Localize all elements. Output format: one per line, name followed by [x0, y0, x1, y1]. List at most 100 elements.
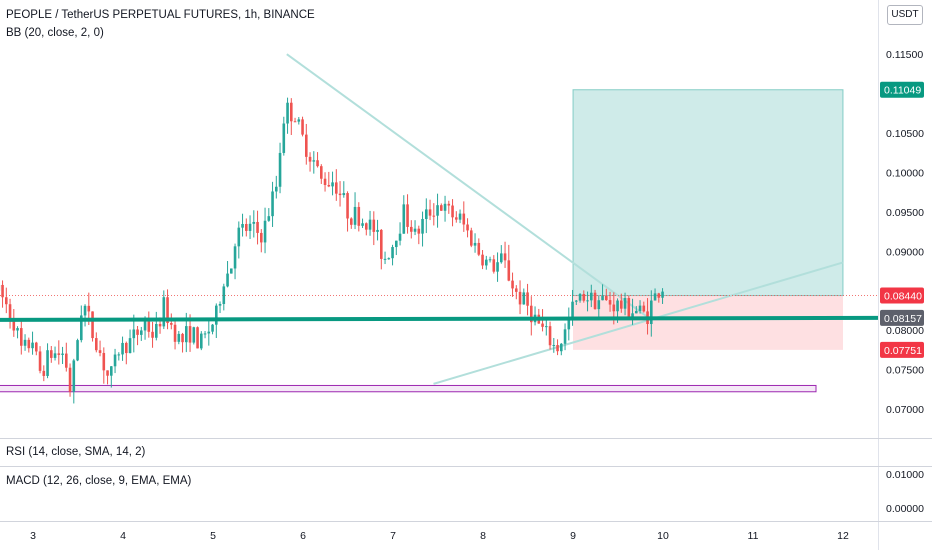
- candle-body: [98, 350, 102, 353]
- candle-body: [91, 311, 94, 339]
- currency-button[interactable]: USDT: [887, 5, 923, 25]
- candle-body: [391, 247, 394, 259]
- price-axis-tick: 0.10500: [886, 128, 924, 140]
- candle-body: [12, 318, 16, 331]
- time-axis-tick: 11: [748, 530, 759, 542]
- price-axis-tick: 0.07500: [886, 365, 924, 377]
- candle-body: [286, 102, 289, 124]
- candle-body: [605, 295, 608, 301]
- time-axis-tick: 12: [837, 530, 849, 542]
- candle-body: [106, 370, 109, 376]
- candle-body: [293, 121, 297, 123]
- candle-body: [346, 193, 349, 219]
- candle-body: [526, 292, 529, 306]
- candle-body: [593, 292, 597, 310]
- candle-body: [177, 333, 181, 342]
- candle-body: [571, 301, 574, 319]
- candle-body: [23, 339, 27, 346]
- candle-body: [443, 203, 447, 211]
- price-tag-stop: [880, 341, 924, 358]
- macd-axis-tick: 0.00000: [886, 503, 924, 515]
- candle-body: [136, 329, 139, 335]
- candle-body: [31, 342, 34, 349]
- candle-body: [35, 342, 38, 352]
- candle-body: [455, 217, 458, 220]
- candle-body: [16, 328, 19, 331]
- candle-body: [567, 318, 571, 330]
- candle-body: [1, 284, 4, 298]
- candle-body: [440, 205, 443, 211]
- candle-body: [20, 328, 23, 346]
- candle-body: [635, 310, 638, 314]
- candle-body: [207, 331, 211, 334]
- candle-body: [462, 213, 466, 225]
- time-axis-tick: 4: [120, 530, 126, 542]
- candle-body: [432, 215, 436, 217]
- candle-body: [425, 209, 428, 219]
- candle-body: [548, 326, 552, 346]
- candle-body: [327, 184, 331, 187]
- purple-range-box: [0, 384, 817, 393]
- candle-body: [155, 323, 158, 338]
- candle-body: [481, 254, 484, 266]
- candle-body: [515, 288, 518, 292]
- price-axis-tick: 0.09500: [886, 207, 924, 219]
- time-axis-tick: 8: [480, 530, 486, 542]
- candle-body: [365, 223, 368, 230]
- candle-body: [95, 338, 98, 351]
- candle-body: [27, 339, 31, 349]
- price-tag-current: [880, 287, 924, 304]
- candle-body: [631, 313, 634, 317]
- macd-legend[interactable]: MACD (12, 26, close, 9, EMA, EMA): [6, 475, 192, 487]
- candle-body: [650, 300, 653, 325]
- candle-body: [485, 259, 488, 266]
- candle-body: [353, 206, 357, 225]
- candle-body: [410, 226, 413, 232]
- candle-body: [335, 182, 338, 194]
- candle-body: [518, 291, 522, 305]
- candle-body: [473, 242, 477, 246]
- bollinger-bands-legend[interactable]: BB (20, close, 2, 0): [6, 27, 104, 39]
- candle-body: [173, 324, 177, 342]
- time-axis-tick: 7: [390, 530, 396, 542]
- candle-body: [181, 333, 184, 343]
- candle-body: [608, 300, 612, 305]
- candle-body: [372, 219, 376, 232]
- candle-body: [522, 292, 526, 305]
- candle-body: [61, 353, 64, 355]
- candle-body: [376, 229, 379, 232]
- candle-body: [121, 342, 124, 355]
- candle-body: [113, 354, 117, 367]
- candle-body: [316, 160, 319, 167]
- candle-body: [87, 305, 91, 312]
- candle-body: [256, 221, 259, 233]
- candle-body: [102, 352, 106, 371]
- candle-body: [76, 340, 79, 361]
- candle-body: [72, 360, 76, 392]
- candle-body: [80, 315, 83, 341]
- candle-body: [185, 326, 188, 343]
- candle-body: [132, 329, 136, 339]
- candle-body: [68, 367, 72, 392]
- candle-body: [147, 321, 151, 332]
- candle-body: [260, 232, 263, 243]
- candle-body: [597, 300, 601, 310]
- candle-body: [53, 353, 57, 358]
- macd-axis-tick: 0.01000: [886, 469, 924, 481]
- candle-body: [301, 119, 304, 135]
- price-tag-label-current: 0.08440: [884, 291, 922, 303]
- candle-body: [357, 206, 361, 226]
- price-tag-label-target: 0.11049: [884, 85, 921, 97]
- candle-body: [383, 258, 387, 260]
- candle-body: [65, 353, 68, 368]
- candle-body: [458, 213, 462, 220]
- time-axis-tick: 5: [210, 530, 216, 542]
- candle-body: [50, 350, 53, 358]
- price-axis-tick: 0.07000: [886, 404, 924, 416]
- candle-body: [203, 333, 207, 335]
- rsi-legend[interactable]: RSI (14, close, SMA, 14, 2): [6, 446, 146, 458]
- candle-body: [241, 223, 244, 228]
- candle-body: [638, 305, 642, 311]
- candle-body: [320, 166, 323, 179]
